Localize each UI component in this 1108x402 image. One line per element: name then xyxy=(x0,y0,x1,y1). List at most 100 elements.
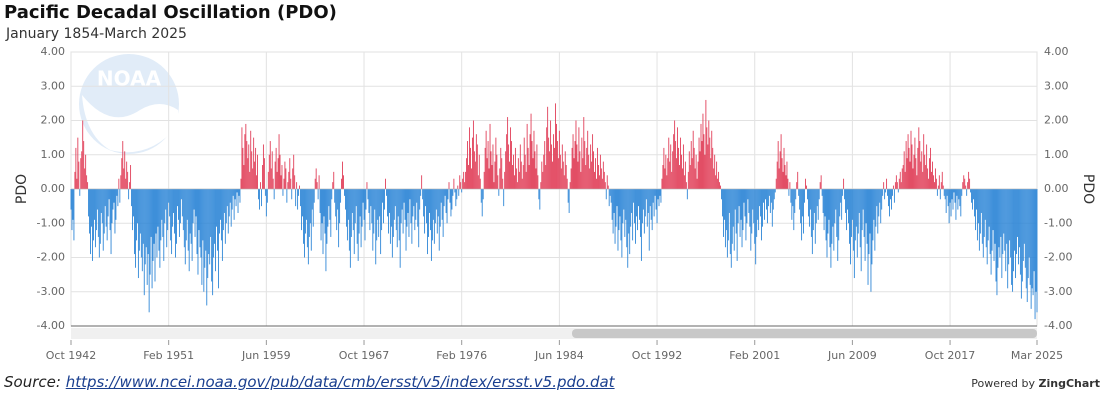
bar xyxy=(273,189,275,200)
bar xyxy=(422,189,424,200)
bar xyxy=(670,144,672,189)
y-tick-label: -3.00 xyxy=(37,285,65,298)
bar xyxy=(779,151,781,189)
bar xyxy=(170,189,172,241)
bar xyxy=(247,158,249,189)
bar xyxy=(188,189,190,272)
bar xyxy=(556,141,558,189)
bar xyxy=(150,189,152,237)
bar xyxy=(848,189,849,224)
y-tick-label: 0.00 xyxy=(41,182,66,195)
bar xyxy=(445,189,447,213)
bar xyxy=(940,182,942,189)
bar xyxy=(542,171,544,189)
bar xyxy=(712,147,714,189)
bar xyxy=(413,189,415,207)
bar xyxy=(113,189,115,203)
bar xyxy=(933,175,934,189)
bar xyxy=(910,130,912,189)
y2-tick-label: 4.00 xyxy=(1044,45,1069,58)
bar xyxy=(776,161,778,189)
bar xyxy=(598,165,599,189)
bar xyxy=(502,178,504,189)
bar xyxy=(797,171,799,189)
bar xyxy=(859,189,861,248)
bar xyxy=(768,189,770,196)
bar xyxy=(651,189,653,231)
bar xyxy=(770,189,772,203)
bar xyxy=(787,178,789,189)
bar xyxy=(946,189,948,196)
bar xyxy=(464,182,466,189)
bar xyxy=(157,189,159,227)
bar xyxy=(570,168,572,189)
bar xyxy=(117,189,119,207)
bar xyxy=(474,161,476,189)
bar xyxy=(724,189,725,220)
bar xyxy=(74,171,76,189)
bar xyxy=(727,189,729,241)
bar xyxy=(545,165,547,189)
y2-tick-label: -2.00 xyxy=(1044,251,1072,264)
bar xyxy=(777,141,779,189)
bar xyxy=(288,171,290,189)
bar xyxy=(549,151,551,189)
bar xyxy=(807,189,808,200)
bar xyxy=(732,189,734,227)
bar xyxy=(658,189,660,207)
bar xyxy=(440,189,442,203)
source-link[interactable]: https://www.ncei.noaa.gov/pub/data/cmb/e… xyxy=(65,373,615,391)
bar xyxy=(387,189,388,217)
bar xyxy=(278,134,280,189)
bar xyxy=(340,189,342,203)
bar xyxy=(1032,189,1034,296)
bar xyxy=(688,151,690,189)
scrollbar-handle[interactable] xyxy=(572,329,1037,338)
bar xyxy=(311,189,313,210)
bar xyxy=(206,189,208,306)
bar xyxy=(907,134,909,189)
bar xyxy=(932,161,933,189)
bar xyxy=(657,189,659,200)
bar xyxy=(200,189,202,258)
scrollbar-track[interactable] xyxy=(71,328,1037,339)
bar xyxy=(1015,189,1016,279)
bar xyxy=(1033,189,1035,272)
bar xyxy=(486,158,488,189)
bar xyxy=(94,189,95,220)
bar xyxy=(491,165,493,189)
bar xyxy=(585,165,587,189)
bar xyxy=(249,171,251,189)
bar xyxy=(694,168,696,189)
bar xyxy=(212,189,214,296)
bar xyxy=(668,137,670,189)
bar xyxy=(222,189,224,231)
bar xyxy=(1001,189,1003,279)
bar xyxy=(521,178,523,189)
bar xyxy=(289,158,291,189)
bar xyxy=(322,189,324,255)
bar xyxy=(781,158,783,189)
bar xyxy=(709,137,711,189)
bar xyxy=(837,189,839,261)
bar xyxy=(906,158,908,189)
bar xyxy=(863,189,865,237)
bar xyxy=(736,189,738,261)
bar xyxy=(986,189,988,265)
bar xyxy=(216,189,217,227)
bar xyxy=(843,178,845,189)
bar xyxy=(847,189,848,210)
bar xyxy=(166,189,168,248)
bar xyxy=(962,182,964,189)
bar xyxy=(428,189,429,237)
bar xyxy=(123,168,125,189)
bar xyxy=(417,189,419,227)
bar xyxy=(173,189,174,213)
bar xyxy=(501,158,503,189)
bar xyxy=(541,161,543,189)
bar xyxy=(290,178,292,189)
bar xyxy=(410,189,412,224)
bar xyxy=(189,189,191,234)
bar xyxy=(629,189,631,255)
bar xyxy=(456,189,458,200)
